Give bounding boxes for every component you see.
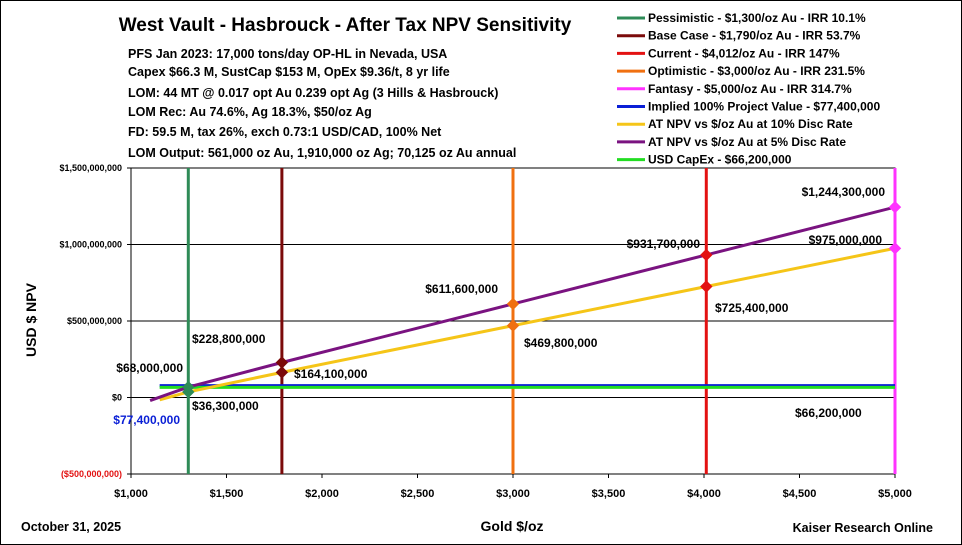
y-tick-label: $1,000,000,000 bbox=[59, 240, 122, 250]
legend-entry: Base Case - $1,790/oz Au - IRR 53.7% bbox=[648, 29, 861, 43]
legend-entry: Current - $4,012/oz Au - IRR 147% bbox=[648, 46, 840, 60]
x-tick-label: $5,000 bbox=[878, 488, 912, 500]
data-point-marker bbox=[700, 280, 713, 293]
x-axis-title: Gold $/oz bbox=[481, 518, 544, 534]
footer-source: Kaiser Research Online bbox=[793, 521, 933, 535]
info-line: LOM Rec: Au 74.6%, Ag 18.3%, $50/oz Ag bbox=[128, 105, 372, 119]
data-label: $36,300,000 bbox=[192, 399, 259, 413]
info-line: FD: 59.5 M, tax 26%, exch 0.73:1 USD/CAD… bbox=[128, 125, 442, 139]
x-tick-label: $3,500 bbox=[592, 488, 626, 500]
legend-entry: Implied 100% Project Value - $77,400,000 bbox=[648, 100, 880, 114]
chart-title: West Vault - Hasbrouck - After Tax NPV S… bbox=[119, 15, 572, 36]
series-line-5pct bbox=[149, 205, 896, 403]
data-point-marker bbox=[700, 248, 713, 262]
y-axis-title: USD $ NPV bbox=[23, 282, 39, 357]
data-label: $77,400,000 bbox=[113, 413, 180, 427]
x-tick-label: $4,000 bbox=[687, 488, 721, 500]
legend-entry: Pessimistic - $1,300/oz Au - IRR 10.1% bbox=[648, 11, 866, 25]
legend-entry: AT NPV vs $/oz Au at 5% Disc Rate bbox=[648, 135, 846, 149]
x-tick-label: $4,500 bbox=[783, 488, 817, 500]
plot-area: ($500,000,000) $0 $500,000,000 $1,000,000,0… bbox=[59, 163, 911, 500]
legend-entry: USD CapEx - $66,200,000 bbox=[648, 153, 792, 167]
y-tick-label: $500,000,000 bbox=[67, 316, 122, 326]
data-point-marker bbox=[182, 385, 195, 399]
data-label: $68,000,000 bbox=[116, 361, 183, 375]
data-point-marker bbox=[506, 319, 520, 332]
x-tick-label: $1,000 bbox=[114, 488, 148, 500]
legend-entry: Optimistic - $3,000/oz Au - IRR 231.5% bbox=[648, 64, 865, 78]
y-tick-label: ($500,000,000) bbox=[61, 469, 122, 479]
data-label: $164,100,000 bbox=[294, 367, 368, 381]
info-line: Capex $66.3 M, SustCap $153 M, OpEx $9.3… bbox=[128, 65, 450, 79]
x-tick-label: $3,000 bbox=[496, 488, 530, 500]
series-line-10pct bbox=[159, 246, 896, 402]
legend-entry: AT NPV vs $/oz Au at 10% Disc Rate bbox=[648, 117, 853, 131]
y-tick-label: $0 bbox=[112, 393, 122, 403]
data-point-marker bbox=[275, 366, 289, 379]
info-line: PFS Jan 2023: 17,000 tons/day OP-HL in N… bbox=[128, 47, 447, 61]
info-line: LOM: 44 MT @ 0.017 opt Au 0.239 opt Ag (… bbox=[128, 86, 498, 100]
data-label: $931,700,000 bbox=[627, 237, 701, 251]
data-label: $1,244,300,000 bbox=[802, 185, 886, 199]
x-tick-label: $2,500 bbox=[401, 488, 435, 500]
x-tick-label: $2,000 bbox=[305, 488, 339, 500]
data-label: $469,800,000 bbox=[524, 336, 598, 350]
data-label: $611,600,000 bbox=[425, 282, 498, 296]
data-label: $228,800,000 bbox=[192, 332, 266, 346]
footer-date: October 31, 2025 bbox=[21, 520, 121, 534]
info-line: LOM Output: 561,000 oz Au, 1,910,000 oz … bbox=[128, 146, 516, 160]
data-point-marker bbox=[888, 200, 902, 214]
legend: Pessimistic - $1,300/oz Au - IRR 10.1% Ba… bbox=[617, 11, 880, 167]
legend-entry: Fantasy - $5,000/oz Au - IRR 314.7% bbox=[648, 82, 852, 96]
data-point-marker bbox=[506, 297, 520, 311]
data-label: $66,200,000 bbox=[795, 406, 862, 420]
data-label: $975,000,000 bbox=[809, 233, 883, 247]
x-tick-label: $1,500 bbox=[210, 488, 244, 500]
y-tick-label: $1,500,000,000 bbox=[59, 163, 122, 173]
data-point-marker bbox=[888, 242, 902, 255]
project-info: PFS Jan 2023: 17,000 tons/day OP-HL in N… bbox=[128, 47, 516, 160]
data-label: $725,400,000 bbox=[715, 301, 789, 315]
